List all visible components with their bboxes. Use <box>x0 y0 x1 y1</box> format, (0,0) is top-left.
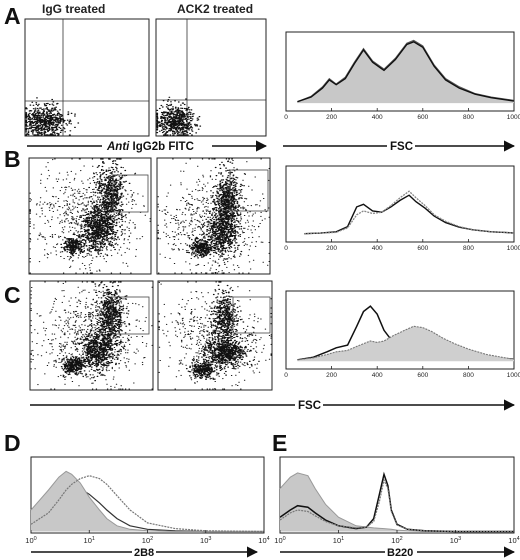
igg-treated-title: IgG treated <box>42 2 105 16</box>
x-tick-label: 1000 <box>507 114 520 121</box>
dotplot-b-left <box>28 157 152 275</box>
x-tick-label: 600 <box>417 245 428 252</box>
panel-label-c: C <box>4 282 21 308</box>
scatter-dots <box>72 197 119 258</box>
scatter-dots <box>157 158 270 274</box>
series-line <box>297 41 515 103</box>
plot-frame <box>285 165 515 243</box>
scatter-dots <box>29 158 151 274</box>
x-tick-label: 600 <box>417 372 428 379</box>
panel-label-b: B <box>4 146 21 172</box>
series-area <box>280 472 514 532</box>
x-tick-label: 0 <box>284 372 288 379</box>
axis-label-anti-igg2b-fitc: Anti IgG2b FITC <box>106 141 194 153</box>
x-tick-label: 103 <box>450 536 461 545</box>
scatter-dots <box>156 96 202 136</box>
x-tick-label: 0 <box>284 114 288 121</box>
x-tick-label: 102 <box>391 536 402 545</box>
x-tick-label: 400 <box>372 372 383 379</box>
x-tick-label: 101 <box>333 536 344 545</box>
x-tick-label: 400 <box>372 114 383 121</box>
x-tick-label: 200 <box>326 372 337 379</box>
axis-label-b220: B220 <box>387 547 413 559</box>
x-tick-label: 0 <box>284 245 288 252</box>
histogram-a: 0 200 400 600 800 1000 <box>284 31 520 121</box>
x-tick-label: 800 <box>463 245 474 252</box>
histogram-c: 0 200 400 600 800 1000 <box>284 290 520 379</box>
series-area <box>31 471 264 532</box>
axis-label-2b8: 2B8 <box>134 547 154 559</box>
series-area <box>297 326 514 362</box>
x-tick-label: 101 <box>84 536 95 545</box>
scatter-dots <box>158 281 272 390</box>
series-line <box>279 471 514 533</box>
x-tick-label: 200 <box>326 245 337 252</box>
panel-label-a: A <box>4 3 21 29</box>
x-tick-label: 103 <box>200 536 211 545</box>
dotplot-b-right <box>156 157 271 275</box>
series-line <box>30 470 264 532</box>
series-line <box>304 190 515 235</box>
dotplot-c-left <box>29 280 154 391</box>
series-line <box>297 325 515 361</box>
x-tick-label: 104 <box>508 536 519 545</box>
dotplot-a-igg <box>24 18 150 137</box>
x-tick-label: 200 <box>326 114 337 121</box>
axis-label-fsc-c: FSC <box>298 400 321 412</box>
x-tick-label: 1000 <box>507 245 520 252</box>
series-line <box>30 475 265 533</box>
scatter-dots <box>30 281 153 390</box>
histogram-d: 100 101 102 103 104 <box>25 456 270 545</box>
panel-label-e: E <box>272 430 287 456</box>
x-tick-label: 800 <box>463 114 474 121</box>
x-tick-label: 100 <box>25 536 36 545</box>
x-tick-label: 400 <box>372 245 383 252</box>
dotplot-a-ack2 <box>155 18 267 137</box>
series-line <box>279 478 514 533</box>
x-tick-label: 800 <box>463 372 474 379</box>
x-tick-label: 1000 <box>507 372 520 379</box>
histogram-b: 0 200 400 600 800 1000 <box>284 165 520 252</box>
axis-label-fsc-a: FSC <box>390 141 413 153</box>
x-tick-label: 600 <box>417 114 428 121</box>
x-tick-label: 100 <box>274 536 285 545</box>
scatter-dots <box>60 233 88 258</box>
histogram-e: 100 101 102 103 104 <box>274 456 520 545</box>
series-line <box>297 39 515 103</box>
x-tick-label: 104 <box>258 536 269 545</box>
dotplot-c-right <box>157 280 273 391</box>
panel-label-d: D <box>4 430 21 456</box>
scatter-dots <box>25 97 80 136</box>
x-tick-label: 102 <box>142 536 153 545</box>
ack2-treated-title: ACK2 treated <box>177 2 253 16</box>
